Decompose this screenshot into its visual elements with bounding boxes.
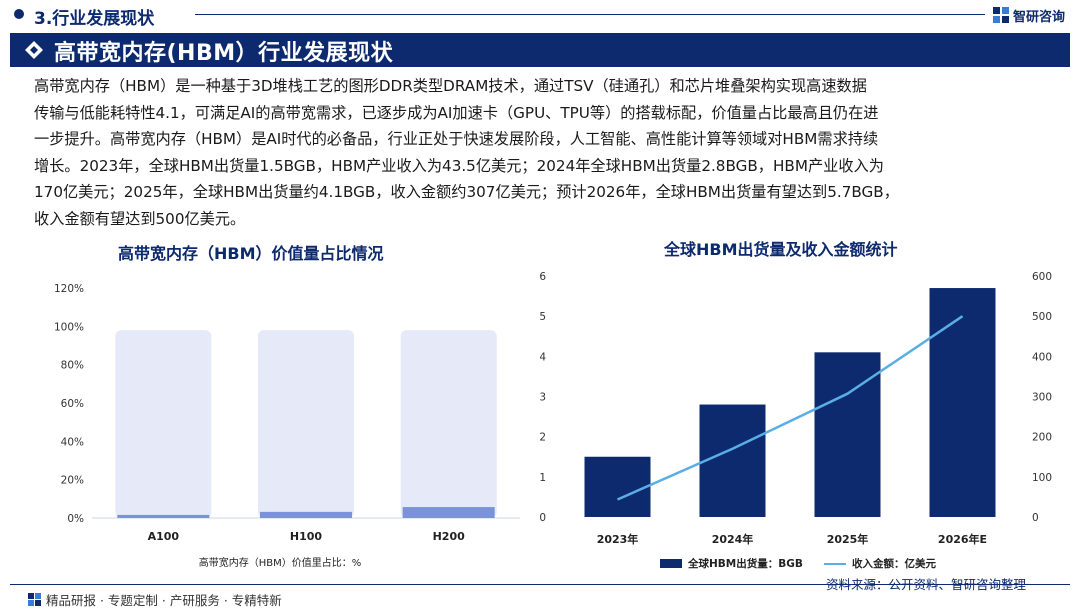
shipment-bar	[929, 288, 996, 517]
shipment-bar	[584, 456, 651, 517]
grid-logo-icon	[28, 593, 41, 606]
right-left-y-tick-label: 4	[540, 351, 546, 363]
shipment-bar	[699, 404, 766, 517]
right-chart-title: 全球HBM出货量及收入金额统计	[664, 240, 898, 259]
left-x-axis-title: 高带宽内存（HBM）价值里占比：%	[199, 556, 362, 569]
left-bar-background	[258, 330, 354, 518]
right-right-y-tick-label: 0	[1032, 512, 1039, 524]
left-bar-background	[400, 330, 497, 518]
right-left-y-tick-label: 6	[540, 271, 546, 283]
diamond-icon	[25, 41, 43, 59]
legend-shipment: 全球HBM出货量：BGB	[660, 556, 803, 571]
top-bar: 3.行业发展现状 智研咨询	[0, 0, 1080, 30]
footer-slogan: 精品研报 · 专题定制 · 产研服务 · 专精特新	[46, 593, 282, 608]
legend-shipment-label: 全球HBM出货量：BGB	[688, 558, 803, 570]
left-bar-h100	[260, 511, 352, 518]
left-y-tick-label: 20%	[61, 475, 84, 487]
right-left-y-tick-label: 3	[540, 392, 546, 404]
right-left-y-tick-label: 0	[540, 512, 546, 524]
right-x-category-label: 2023年	[597, 532, 639, 546]
right-x-category-label: 2026年E	[938, 532, 987, 546]
left-y-tick-label: 0%	[67, 513, 84, 525]
left-y-tick-label: 120%	[54, 283, 84, 295]
left-y-tick-label: 80%	[61, 360, 84, 372]
intro-line: 170亿美元；2025年，全球HBM出货量约4.1BGB，收入金额约307亿美元…	[34, 183, 899, 201]
intro-line: 传输与低能耗特性4.1，可满足AI的高带宽需求，已逐步成为AI加速卡（GPU、T…	[34, 103, 879, 122]
legend-line-swatch	[824, 562, 846, 565]
right-right-y-tick-label: 400	[1032, 351, 1052, 363]
left-bar-a100	[117, 514, 210, 518]
intro-paragraph: 高带宽内存（HBM）是一种基于3D堆栈工艺的图形DDR类型DRAM技术，通过TS…	[34, 73, 1054, 232]
right-x-category-label: 2024年	[712, 532, 754, 546]
intro-line: 一步提升。高带宽内存（HBM）是AI时代的必备品，行业正处于快速发展阶段，人工智…	[34, 130, 879, 148]
intro-line: 收入金额有望达到500亿美元。	[34, 209, 246, 228]
footer-brand: 精品研报 · 专题定制 · 产研服务 · 专精特新	[28, 590, 282, 608]
left-x-category-label: H100	[290, 530, 323, 543]
right-right-y-tick-label: 600	[1032, 271, 1052, 283]
section-title: 3.行业发展现状	[34, 9, 155, 29]
footer-divider	[10, 584, 1070, 585]
section-bullet-icon	[14, 9, 24, 19]
legend-revenue: 收入金额：亿美元	[824, 556, 936, 571]
left-y-tick-label: 40%	[61, 436, 84, 448]
title-banner: 高带宽内存(HBM）行业发展现状	[10, 33, 1070, 67]
right-left-y-tick-label: 2	[540, 432, 546, 444]
legend-revenue-label: 收入金额：亿美元	[852, 558, 936, 570]
left-y-tick-label: 100%	[54, 321, 84, 333]
brand-name: 智研咨询	[1013, 9, 1066, 25]
left-chart-svg: 0% 20% 40% 60% 80% 100% 120% A100 H100 H200 高带宽内存（…	[54, 283, 520, 569]
top-divider	[195, 14, 985, 15]
left-x-category-label: H200	[433, 530, 466, 543]
left-bar-background	[115, 330, 212, 518]
right-chart-svg: 0 1 2 3 4 5 6 0 100 200 300 400 500 600 2023年 2024年 2025…	[540, 271, 1052, 546]
right-left-y-tick-label: 1	[540, 472, 546, 484]
intro-line: 高带宽内存（HBM）是一种基于3D堆栈工艺的图形DDR类型DRAM技术，通过TS…	[34, 77, 867, 95]
brand-logo[interactable]: 智研咨询	[993, 5, 1065, 25]
right-right-y-tick-label: 100	[1032, 472, 1052, 484]
legend-bar-swatch	[660, 559, 682, 568]
footer: 精品研报 · 专题定制 · 产研服务 · 专精特新	[0, 584, 1080, 608]
right-right-y-tick-label: 300	[1032, 392, 1052, 404]
grid-logo-icon	[993, 7, 1009, 23]
right-x-category-label: 2025年	[827, 532, 869, 546]
right-right-y-tick-label: 500	[1032, 311, 1052, 323]
revenue-line	[616, 315, 964, 501]
right-right-y-tick-label: 200	[1032, 432, 1052, 444]
left-chart-title: 高带宽内存（HBM）价值量占比情况	[118, 244, 384, 263]
right-left-y-tick-label: 5	[540, 311, 546, 323]
banner-title: 高带宽内存(HBM）行业发展现状	[54, 41, 394, 66]
left-y-tick-label: 60%	[61, 398, 84, 410]
left-bar-h200	[402, 507, 495, 518]
left-x-category-label: A100	[148, 530, 180, 543]
intro-line: 增长。2023年，全球HBM出货量1.5BGB，HBM产业收入为43.5亿美元；…	[34, 156, 884, 175]
